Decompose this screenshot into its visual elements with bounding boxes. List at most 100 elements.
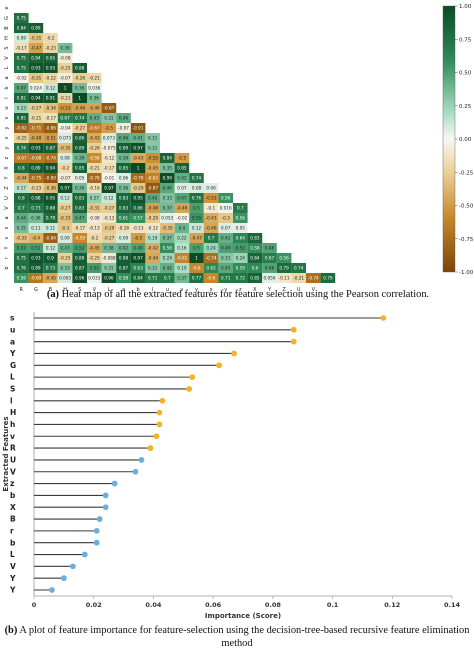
heatmap-cell-label: 0.96 (104, 276, 114, 281)
heatmap-x-tick: V (93, 287, 97, 293)
heatmap-x-tick: u (166, 287, 169, 293)
heatmap-cell (28, 133, 44, 143)
heatmap-cell-label: 0.36 (31, 216, 41, 221)
heatmap-cell-label: 0.11 (46, 226, 56, 231)
heatmap-cell (160, 163, 175, 173)
heatmap-cell-label: -0.31 (30, 36, 41, 41)
heatmap-cell (160, 153, 175, 163)
heatmap-y-tick: Z (4, 186, 10, 190)
heatmap-cell-label: -0.43 (89, 136, 100, 141)
heatmap-cell (101, 173, 117, 183)
heatmap-cell (14, 183, 29, 193)
heatmap-cell-label: 0.88 (119, 256, 129, 261)
heatmap-cell (174, 213, 190, 223)
heatmap-cell-label: 0.79 (279, 266, 289, 271)
heatmap-y-tick: V (4, 56, 10, 60)
heatmap-cell-label: 0.47 (17, 86, 27, 91)
heatmap-cell (262, 243, 277, 253)
heatmap-cell (233, 213, 248, 223)
heatmap-cell-label: 0.8 (18, 196, 25, 201)
heatmap-cell (28, 43, 44, 53)
heatmap-cell-label: 0.97 (133, 146, 143, 151)
heatmap-cell (28, 63, 44, 73)
heatmap-cell-label: -0.29 (133, 186, 144, 191)
heatmap-cell-label: -0.67 (89, 126, 100, 131)
heatmap-cell-label: 0.46 (119, 116, 129, 121)
heatmap-cell (116, 213, 131, 223)
lollipop-dot (156, 409, 163, 416)
heatmap-cell-label: -0.02 (16, 76, 27, 81)
heatmap-cell-label: 0.52 (90, 266, 100, 271)
heatmap-cell-label: 0.7 (237, 206, 244, 211)
heatmap-cell (14, 233, 29, 243)
heatmap-cell (174, 203, 190, 213)
heatmap-cell (14, 53, 29, 63)
heatmap-cell (57, 73, 73, 83)
heatmap-cell-label: 0.24 (206, 246, 216, 251)
heatmap-y-tick: b (4, 266, 10, 269)
x-axis-title: Importance (Score) (205, 612, 281, 620)
heatmap-cell (57, 93, 73, 103)
heatmap-cell-label: -0.45 (45, 276, 56, 281)
heatmap-cell-label: -0.25 (60, 66, 71, 71)
heatmap-cell-label: -0.21 (89, 76, 100, 81)
heatmap-chart: 0.750.84 0.890.09 -0.31 -0.2-0.17 -0.47 -0.23… (4, 6, 336, 293)
heatmap-cell (28, 33, 44, 43)
x-tick-label: 0.06 (205, 601, 222, 609)
heatmap-cell-label: -0.51 (45, 136, 56, 141)
heatmap-cell-label: 0.93 (31, 66, 41, 71)
heatmap-cell-label: 0.62 (206, 266, 216, 271)
heatmap-cell (28, 233, 44, 243)
heatmap-cell-label: 0.48 (265, 266, 275, 271)
heatmap-cell (218, 223, 233, 233)
heatmap-cell (43, 143, 58, 153)
heatmap-cell (14, 43, 29, 53)
heatmap-cell (116, 273, 131, 283)
heatmap-cell-label: 0.45 (148, 196, 158, 201)
heatmap-cell-label: 0.74 (192, 176, 202, 181)
heatmap-cell-label: -0.2 (61, 166, 70, 171)
caption-a: (a) Heat map of all the extracted featur… (4, 289, 472, 302)
heatmap-cell (174, 163, 190, 173)
heatmap-cell (116, 263, 131, 273)
heatmap-cell-label: 0.93 (31, 146, 41, 151)
caption-a-label: (a) (46, 289, 59, 300)
heatmap-cell (87, 213, 102, 223)
heatmap-cell-label: 0.09 (119, 236, 129, 241)
heatmap-y-tick: G (4, 16, 10, 20)
heatmap-cell-label: -0.87 (147, 186, 158, 191)
heatmap-cell (218, 213, 233, 223)
heatmap-cell-label: 0.06 (119, 176, 129, 181)
heatmap-cell-label: 0.51 (31, 246, 41, 251)
heatmap-cell-label: -0.08 (60, 56, 71, 61)
feature-label: V (10, 562, 16, 571)
heatmap-cell-label: -0.088 (102, 256, 116, 261)
heatmap-cell (203, 183, 219, 193)
feature-label: u (10, 325, 15, 334)
heatmap-cell-label: 0.12 (60, 196, 70, 201)
heatmap-y-tick: B (4, 26, 10, 30)
heatmap-y-tick: l (4, 97, 10, 98)
heatmap-cell-label: 0.056 (264, 276, 276, 281)
heatmap-cell-label: 0.37 (177, 276, 187, 281)
heatmap-cell (160, 263, 175, 273)
heatmap-cell (130, 123, 146, 133)
heatmap-cell (57, 273, 73, 283)
heatmap-cell-label: 0.99 (163, 176, 173, 181)
heatmap-cell-label: 0.31 (148, 146, 158, 151)
heatmap-cell (72, 143, 87, 153)
heatmap-cell (101, 213, 117, 223)
colorbar-tick-label: 0.75 (459, 37, 472, 43)
heatmap-cell-label: 0.43 (90, 116, 100, 121)
heatmap-cell (87, 183, 102, 193)
heatmap-cell-label: -0.27 (103, 206, 114, 211)
heatmap-cell-label: -0.27 (74, 126, 85, 131)
heatmap-cell-label: 0.52 (17, 246, 27, 251)
feature-label: l (10, 396, 13, 405)
heatmap-cell-label: -0.43 (206, 216, 217, 221)
heatmap-cell-label: -0.63 (147, 176, 158, 181)
heatmap-cell (87, 73, 102, 83)
heatmap-cell (233, 263, 248, 273)
heatmap-cell (14, 263, 29, 273)
heatmap-cell (116, 203, 131, 213)
